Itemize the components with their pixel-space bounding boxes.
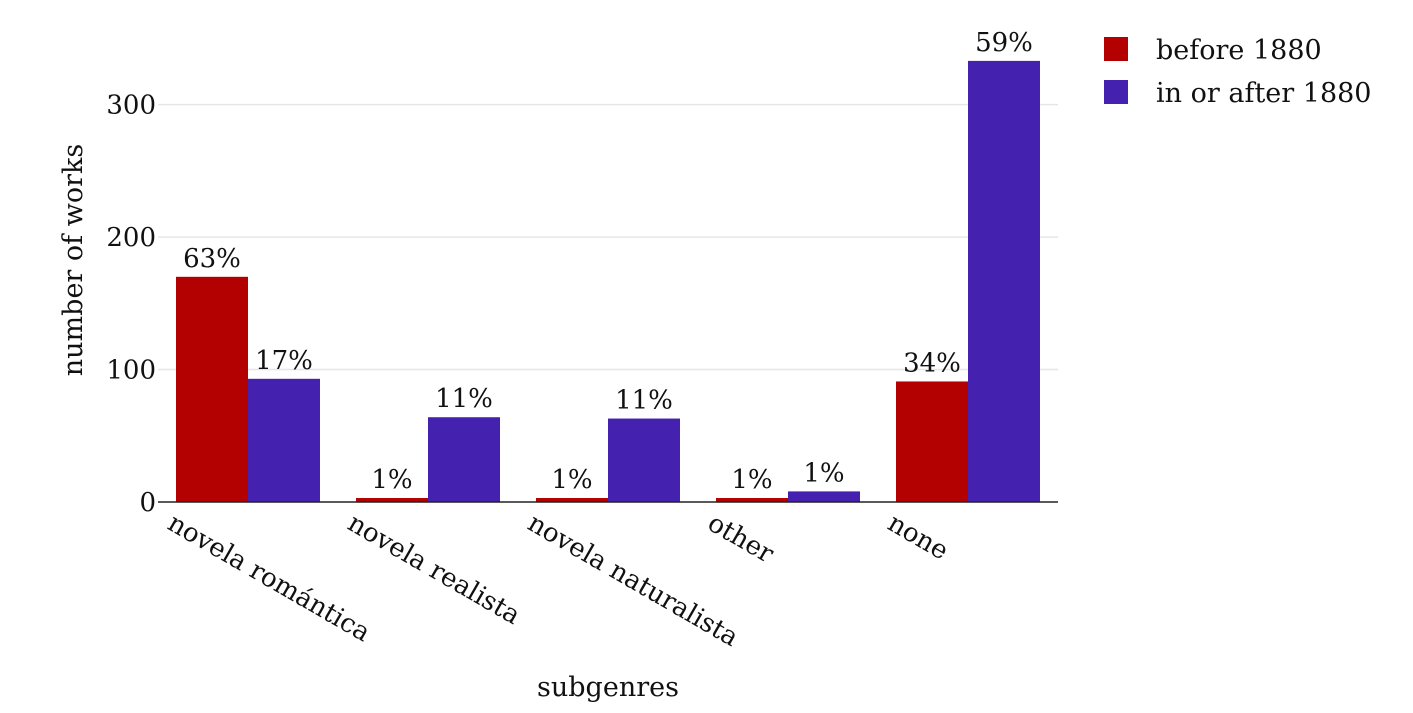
data-label-novela-romantica-in-or-after-1880: 17%: [255, 346, 313, 376]
x-tick-label-other: other: [703, 508, 780, 570]
y-tick-label-0: 0: [139, 488, 156, 518]
bar-novela-naturalista-in-or-after-1880[interactable]: [608, 418, 680, 502]
y-tick-label-300: 300: [106, 91, 156, 121]
x-tick-label-novela-realista: novela realista: [343, 508, 526, 631]
bar-other-before-1880[interactable]: [716, 498, 788, 502]
data-label-novela-romantica-before-1880: 63%: [183, 244, 241, 274]
x-tick-label-none: none: [883, 508, 954, 566]
data-label-other-in-or-after-1880: 1%: [803, 458, 844, 488]
data-label-none-before-1880: 34%: [903, 348, 961, 378]
legend-label-before-1880: before 1880: [1156, 35, 1322, 66]
grid-lines: [158, 103, 1058, 371]
bar-novela-realista-in-or-after-1880[interactable]: [428, 417, 500, 502]
x-tick-label-novela-romantica: novela romántica: [163, 508, 376, 648]
bar-novela-naturalista-before-1880[interactable]: [536, 498, 608, 502]
bar-none-in-or-after-1880[interactable]: [968, 60, 1040, 502]
y-tick-label-100: 100: [106, 356, 156, 386]
bar-other-in-or-after-1880[interactable]: [788, 491, 860, 502]
data-label-none-in-or-after-1880: 59%: [975, 28, 1033, 58]
bar-none-before-1880[interactable]: [896, 381, 968, 502]
y-tick-label-200: 200: [106, 223, 156, 253]
data-label-novela-naturalista-before-1880: 1%: [551, 465, 592, 495]
data-labels: 63% 17% 1% 11% 1% 11% 1% 1% 34% 59%: [183, 28, 1033, 495]
x-axis-title: subgenres: [537, 672, 679, 703]
data-label-novela-realista-before-1880: 1%: [371, 465, 412, 495]
y-axis-title: number of works: [58, 144, 89, 376]
legend-swatch-in-or-after-1880: [1104, 80, 1128, 104]
y-axis-ticks: 0 100 200 300: [106, 91, 156, 518]
bar-novela-romantica-in-or-after-1880[interactable]: [248, 378, 320, 502]
data-label-novela-naturalista-in-or-after-1880: 11%: [615, 386, 673, 416]
legend-item-before-1880[interactable]: before 1880: [1104, 35, 1322, 66]
bar-novela-romantica-before-1880[interactable]: [176, 276, 248, 502]
legend-swatch-before-1880: [1104, 37, 1128, 61]
bars: [176, 60, 1040, 502]
legend: before 1880 in or after 1880: [1104, 35, 1371, 109]
legend-item-in-or-after-1880[interactable]: in or after 1880: [1104, 78, 1371, 109]
bar-novela-realista-before-1880[interactable]: [356, 498, 428, 502]
legend-label-in-or-after-1880: in or after 1880: [1156, 78, 1371, 109]
data-label-novela-realista-in-or-after-1880: 11%: [435, 384, 493, 414]
data-label-other-before-1880: 1%: [731, 465, 772, 495]
